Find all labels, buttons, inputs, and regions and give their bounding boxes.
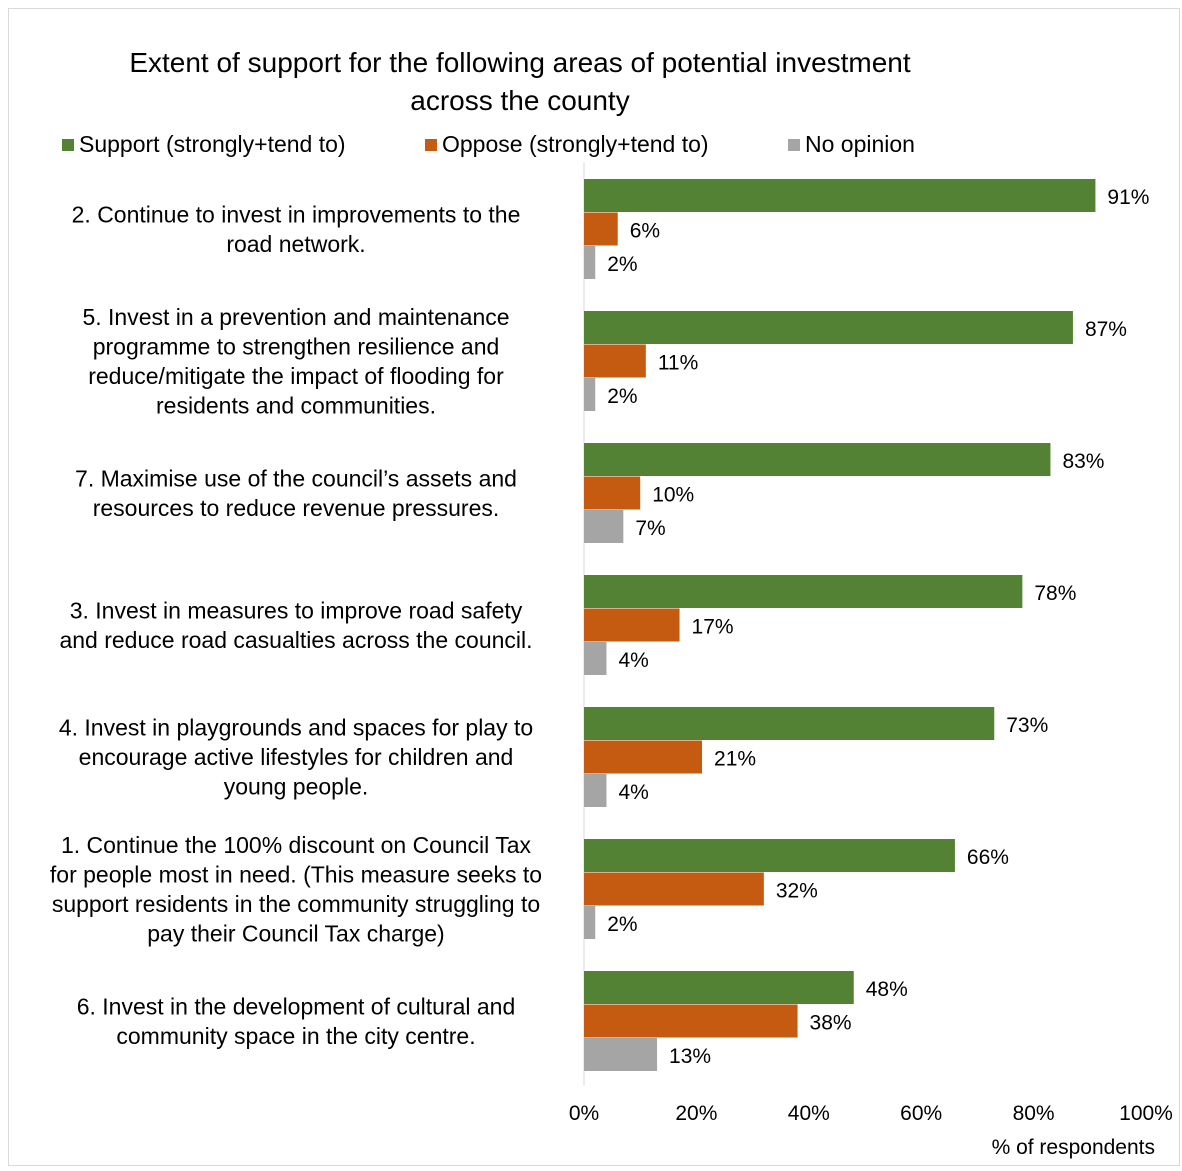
chart-title-line-1: Extent of support for the following area… [129,47,911,78]
bar-5-series-2 [584,740,703,774]
legend-swatch-3 [788,139,800,151]
bar-6-series-2 [584,872,764,906]
category-label-3-line-1: 7. Maximise use of the council’s assets … [75,465,517,491]
bar-2-series-1 [584,311,1073,344]
data-label-3-series-1: 83% [1062,450,1104,473]
bar-4-series-3 [584,642,607,675]
category-label-5-line-3: young people. [224,774,369,800]
bar-2-series-2 [584,344,646,378]
data-label-1-series-1: 91% [1107,186,1149,209]
data-label-2-series-1: 87% [1085,318,1127,341]
bar-7-series-3 [584,1038,658,1071]
category-label-1-line-2: road network. [226,231,365,257]
bar-3-series-3 [584,510,624,543]
data-label-6-series-3: 2% [607,913,637,936]
x-tick-label-1: 0% [569,1102,599,1125]
category-label-2-line-2: programme to strengthen resilience and [93,333,500,359]
category-label-6-line-4: pay their Council Tax charge) [147,920,444,946]
category-label-5-line-2: encourage active lifestyles for children… [79,744,514,770]
category-label-7-line-1: 6. Invest in the development of cultural… [77,993,516,1019]
bar-5-series-1 [584,707,995,740]
bar-1-series-1 [584,179,1096,212]
legend-label-2: Oppose (strongly+tend to) [442,131,709,157]
data-label-1-series-2: 6% [630,220,660,243]
legend-label-3: No opinion [805,131,915,157]
category-label-6-line-2: for people most in need. (This measure s… [50,861,542,887]
category-label-7-line-2: community space in the city centre. [116,1023,475,1049]
x-tick-label-2: 20% [675,1102,717,1125]
x-tick-label-3: 40% [788,1102,830,1125]
category-label-1-line-1: 2. Continue to invest in improvements to… [72,201,521,227]
category-label-2-line-1: 5. Invest in a prevention and maintenanc… [82,304,509,330]
data-label-7-series-2: 38% [810,1012,852,1035]
x-tick-label-4: 60% [900,1102,942,1125]
bar-3-series-1 [584,443,1051,476]
category-label-2-line-4: residents and communities. [156,392,436,418]
bar-1-series-3 [584,246,596,279]
bar-4-series-1 [584,575,1023,608]
data-label-5-series-1: 73% [1006,714,1048,737]
category-label-4-line-1: 3. Invest in measures to improve road sa… [70,597,523,623]
data-label-6-series-2: 32% [776,880,818,903]
legend-label-1: Support (strongly+tend to) [79,131,346,157]
category-label-6-line-3: support residents in the community strug… [52,891,540,917]
data-label-3-series-3: 7% [635,517,665,540]
data-label-1-series-3: 2% [607,253,637,276]
data-label-5-series-3: 4% [618,781,648,804]
data-label-4-series-3: 4% [618,649,648,672]
category-label-5-line-1: 4. Invest in playgrounds and spaces for … [59,715,533,741]
category-label-6-line-1: 1. Continue the 100% discount on Council… [61,832,532,858]
bar-1-series-2 [584,212,618,246]
bar-4-series-2 [584,608,680,642]
bar-7-series-1 [584,971,854,1004]
category-label-2-line-3: reduce/mitigate the impact of flooding f… [88,363,504,389]
category-label-4-line-2: and reduce road casualties across the co… [59,627,532,653]
x-tick-label-5: 80% [1013,1102,1055,1125]
data-label-2-series-3: 2% [607,385,637,408]
data-label-6-series-1: 66% [967,846,1009,869]
data-label-4-series-2: 17% [692,616,734,639]
category-label-3-line-2: resources to reduce revenue pressures. [93,495,500,521]
data-label-3-series-2: 10% [652,484,694,507]
bar-2-series-3 [584,378,596,411]
x-tick-label-6: 100% [1119,1102,1173,1125]
bar-7-series-2 [584,1004,798,1038]
bar-6-series-3 [584,906,596,939]
data-label-7-series-3: 13% [669,1045,711,1068]
bar-3-series-2 [584,476,641,510]
bar-6-series-1 [584,839,955,872]
legend-swatch-2 [425,139,437,151]
data-label-2-series-2: 11% [658,352,698,375]
bar-5-series-3 [584,774,607,807]
legend-swatch-1 [62,139,74,151]
chart-title-line-2: across the county [410,85,629,116]
x-axis-title: % of respondents [992,1136,1155,1159]
data-label-5-series-2: 21% [714,748,756,771]
data-label-4-series-1: 78% [1034,582,1076,605]
data-label-7-series-1: 48% [866,978,908,1001]
